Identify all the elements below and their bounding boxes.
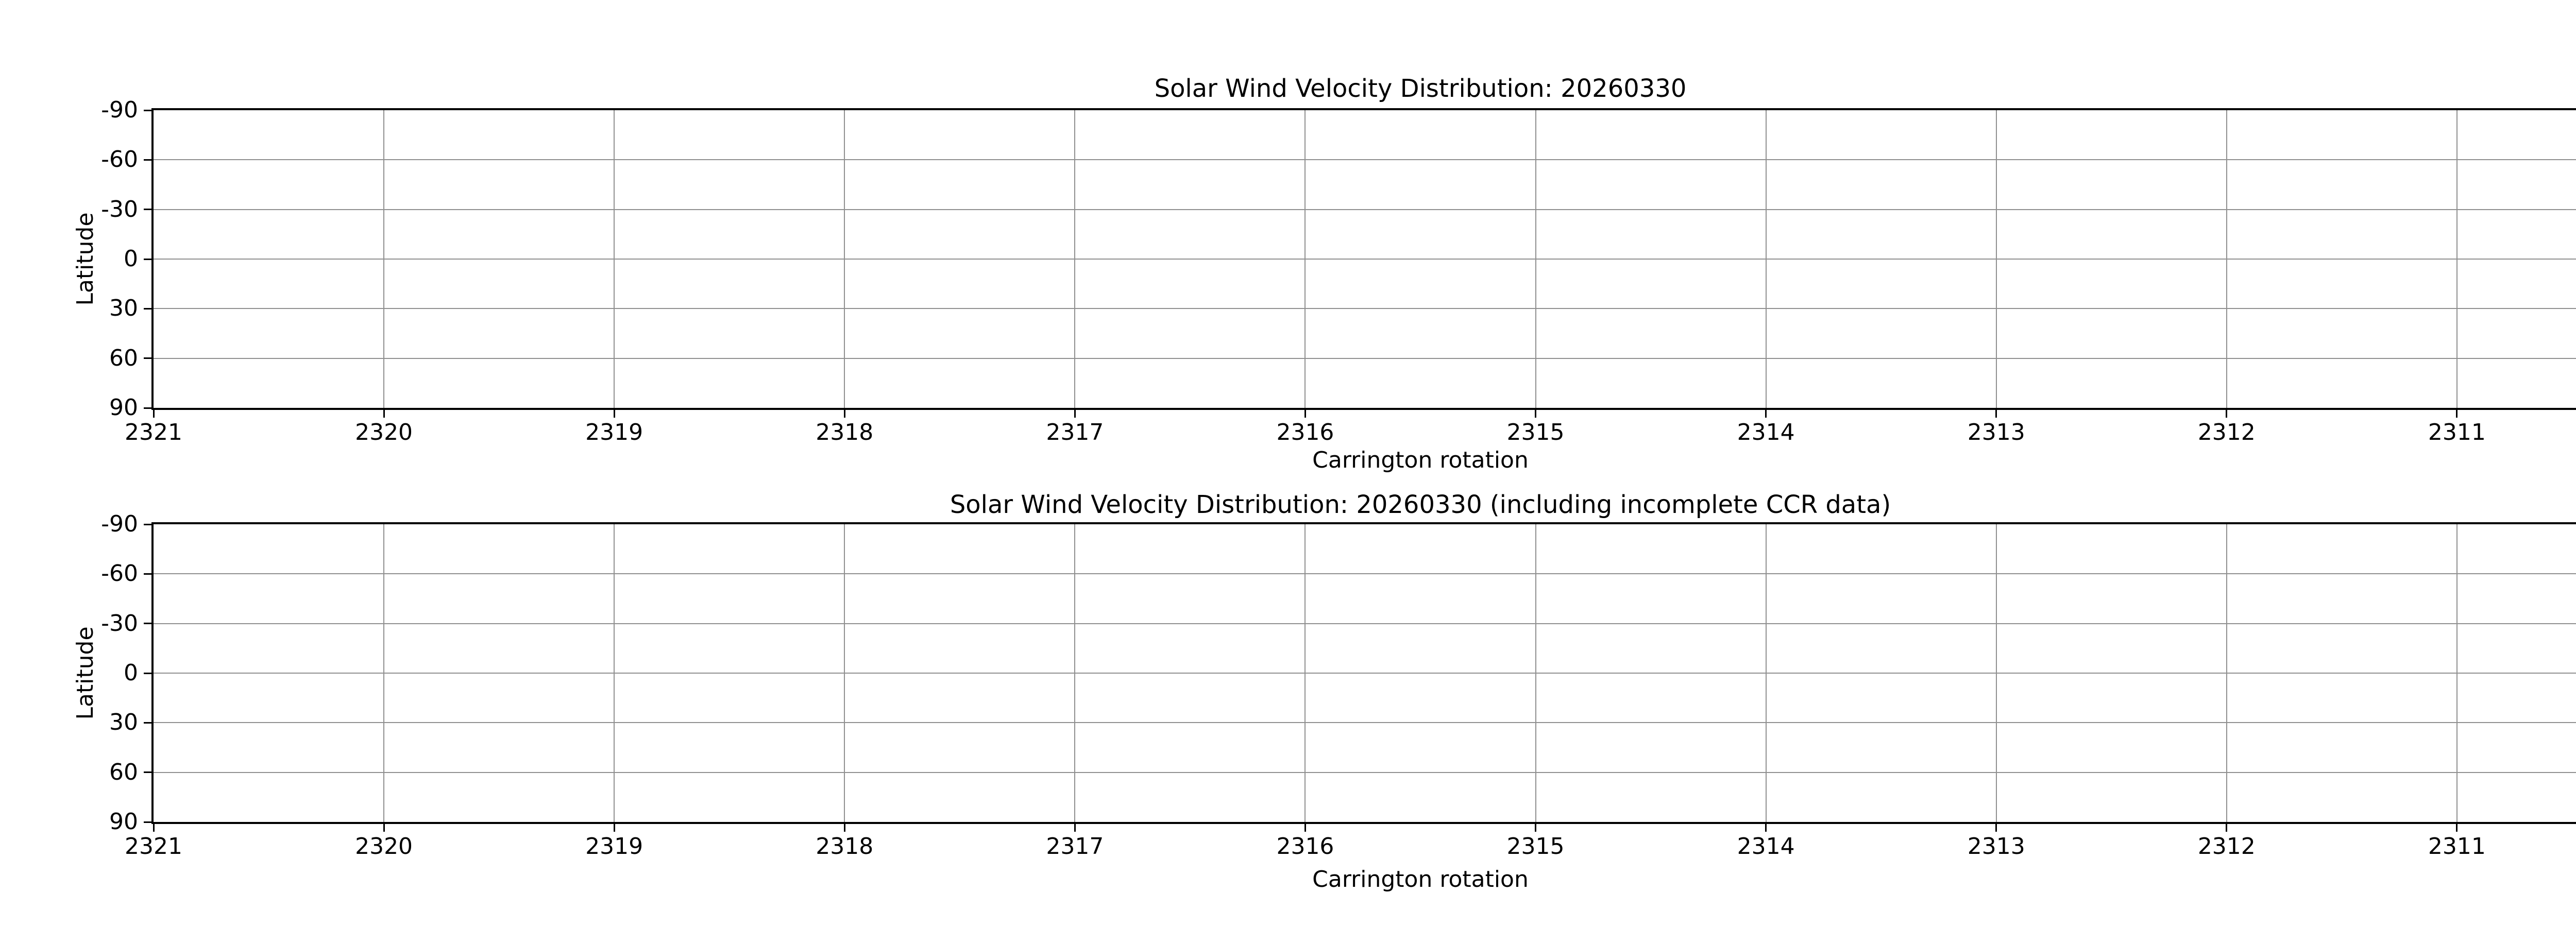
x-tick-label: 2312 [2197, 419, 2256, 445]
y-tick-label: -90 [101, 511, 138, 537]
gridline-horizontal [154, 771, 2576, 773]
subplot-bottom-x-axis-label: Carrington rotation [1312, 866, 1529, 892]
y-tick-label: -30 [101, 610, 138, 637]
y-tick-label: 30 [109, 295, 138, 322]
y-tick-mark [144, 821, 151, 823]
y-tick-label: -60 [101, 146, 138, 173]
y-tick-label: 0 [124, 246, 138, 272]
x-tick-mark [1535, 410, 1537, 418]
gridline-horizontal [154, 159, 2576, 161]
gridline-horizontal [154, 308, 2576, 310]
y-tick-mark [144, 209, 151, 211]
x-tick-mark [1995, 824, 1997, 832]
x-tick-label: 2317 [1046, 833, 1104, 860]
x-tick-label: 2311 [2428, 419, 2486, 445]
x-tick-label: 2317 [1046, 419, 1104, 445]
y-tick-mark [144, 407, 151, 409]
y-tick-label: 60 [109, 759, 138, 785]
y-tick-mark [144, 109, 151, 111]
gridline-horizontal [154, 209, 2576, 210]
gridline-horizontal [154, 722, 2576, 724]
x-tick-label: 2315 [1506, 419, 1565, 445]
x-tick-mark [1535, 824, 1537, 832]
gridline-horizontal [154, 357, 2576, 359]
y-tick-mark [144, 722, 151, 724]
x-tick-mark [613, 824, 615, 832]
x-tick-mark [2226, 824, 2228, 832]
x-tick-mark [2226, 410, 2228, 418]
x-tick-mark [613, 410, 615, 418]
y-tick-label: -90 [101, 97, 138, 123]
x-tick-label: 2315 [1506, 833, 1565, 860]
gridline-horizontal [154, 673, 2576, 674]
subplot-top-x-axis-label: Carrington rotation [1312, 447, 1529, 473]
gridline-horizontal [154, 623, 2576, 624]
y-tick-mark [144, 573, 151, 575]
x-tick-mark [1304, 824, 1306, 832]
x-tick-label: 2316 [1276, 419, 1334, 445]
y-tick-label: 30 [109, 709, 138, 736]
x-tick-mark [1304, 410, 1306, 418]
x-tick-mark [152, 824, 155, 832]
y-tick-mark [144, 307, 151, 310]
x-tick-label: 2318 [816, 833, 874, 860]
y-tick-label: -30 [101, 196, 138, 222]
x-tick-mark [152, 410, 155, 418]
x-tick-label: 2313 [1967, 419, 2025, 445]
subplot-bottom-axes [151, 522, 2576, 824]
x-tick-mark [843, 410, 845, 418]
gridline-horizontal [154, 259, 2576, 260]
y-tick-mark [144, 258, 151, 260]
y-tick-mark [144, 357, 151, 359]
x-tick-label: 2314 [1737, 419, 1795, 445]
x-tick-mark [1074, 410, 1076, 418]
x-tick-label: 2312 [2197, 833, 2256, 860]
subplot-top-axes [151, 108, 2576, 410]
y-tick-label: -60 [101, 560, 138, 587]
x-tick-label: 2319 [585, 419, 643, 445]
x-tick-mark [2456, 824, 2458, 832]
x-tick-label: 2311 [2428, 833, 2486, 860]
x-tick-mark [2456, 410, 2458, 418]
x-tick-label: 2319 [585, 833, 643, 860]
x-tick-label: 2321 [125, 419, 182, 445]
y-tick-label: 90 [109, 394, 138, 421]
subplot-top-title: Solar Wind Velocity Distribution: 202603… [1154, 74, 1687, 103]
y-tick-mark [144, 523, 151, 525]
y-tick-label: 60 [109, 345, 138, 371]
x-tick-mark [1995, 410, 1997, 418]
subplot-bottom-title: Solar Wind Velocity Distribution: 202603… [950, 490, 1891, 519]
gridline-horizontal [154, 573, 2576, 575]
x-tick-label: 2321 [125, 833, 182, 860]
y-tick-label: 90 [109, 809, 138, 835]
x-tick-label: 2318 [816, 419, 874, 445]
x-tick-label: 2320 [355, 833, 413, 860]
x-tick-mark [383, 824, 385, 832]
y-tick-mark [144, 771, 151, 774]
y-tick-mark [144, 159, 151, 161]
x-tick-mark [383, 410, 385, 418]
x-tick-label: 2320 [355, 419, 413, 445]
x-tick-mark [1765, 410, 1767, 418]
x-tick-mark [1765, 824, 1767, 832]
x-tick-label: 2316 [1276, 833, 1334, 860]
y-tick-mark [144, 623, 151, 625]
y-tick-label: 0 [124, 660, 138, 686]
x-tick-mark [843, 824, 845, 832]
x-tick-label: 2314 [1737, 833, 1795, 860]
x-tick-label: 2313 [1967, 833, 2025, 860]
x-tick-mark [1074, 824, 1076, 832]
y-tick-mark [144, 672, 151, 674]
